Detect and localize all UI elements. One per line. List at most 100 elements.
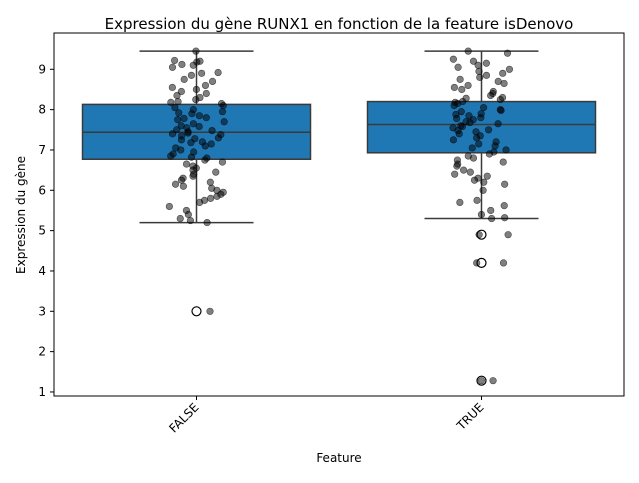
y-tick-label: 6: [38, 183, 46, 197]
y-tick-label: 2: [38, 345, 46, 359]
data-point: [168, 63, 177, 71]
data-point: [195, 122, 203, 131]
data-point: [184, 129, 192, 137]
data-point: [186, 216, 195, 225]
data-point: [470, 176, 479, 184]
data-point: [202, 89, 210, 98]
data-point: [480, 178, 488, 186]
data-point: [482, 71, 491, 79]
data-point: [202, 114, 210, 122]
data-point: [207, 194, 215, 202]
data-point: [473, 259, 481, 267]
data-point: [188, 110, 196, 118]
data-point: [196, 198, 204, 206]
data-point: [499, 259, 508, 267]
plot-frame: [53, 32, 625, 397]
data-point: [167, 152, 175, 160]
plot-area: [81, 47, 597, 386]
data-point: [477, 114, 485, 122]
data-point: [466, 118, 474, 127]
data-point: [482, 59, 490, 67]
data-point: [504, 231, 512, 239]
data-point: [464, 47, 472, 55]
data-point: [180, 114, 188, 123]
data-point: [187, 139, 195, 147]
data-point: [220, 118, 228, 126]
data-point: [473, 196, 481, 204]
data-point: [201, 156, 209, 164]
data-point: [170, 56, 179, 65]
data-point: [453, 114, 461, 123]
data-point: [450, 101, 458, 110]
strip-true: [449, 47, 514, 385]
y-tick-label: 1: [38, 385, 46, 399]
x-axis-label: Feature: [316, 451, 361, 465]
data-point: [475, 67, 483, 75]
data-point: [218, 158, 227, 166]
data-point: [460, 166, 468, 174]
data-point: [192, 85, 201, 94]
data-point: [207, 140, 215, 148]
data-point: [208, 77, 217, 85]
data-point: [213, 192, 221, 200]
data-point: [167, 98, 175, 106]
data-point: [474, 61, 482, 69]
data-point: [458, 122, 466, 131]
data-point: [480, 104, 488, 112]
data-point: [177, 87, 185, 96]
data-point: [187, 71, 196, 79]
data-point: [503, 49, 512, 57]
data-point: [499, 69, 507, 77]
data-point: [197, 69, 206, 77]
data-point: [487, 206, 495, 215]
data-point: [456, 198, 464, 206]
data-point: [180, 75, 188, 83]
data-point: [192, 95, 200, 104]
data-point: [218, 108, 227, 116]
data-point: [212, 168, 220, 176]
data-point: [176, 214, 184, 223]
y-tick-label: 9: [38, 62, 46, 76]
data-point: [171, 104, 179, 112]
data-point: [489, 377, 497, 385]
data-point: [189, 172, 197, 180]
data-point: [453, 162, 461, 170]
y-axis: 1 2 3 4 5 6 7 8 9: [38, 62, 54, 399]
data-point: [174, 97, 182, 106]
outlier-point: [191, 306, 202, 317]
data-point: [475, 140, 483, 148]
data-point: [499, 158, 507, 166]
data-point: [173, 91, 181, 100]
data-point: [502, 146, 510, 154]
data-point: [208, 127, 216, 135]
data-point: [201, 81, 210, 90]
data-point: [189, 120, 198, 128]
y-tick-label: 3: [38, 304, 46, 318]
data-point: [469, 154, 478, 162]
data-point: [479, 186, 487, 194]
data-point: [497, 106, 505, 115]
data-point: [177, 136, 186, 144]
data-point: [219, 101, 227, 110]
data-point: [468, 144, 476, 152]
data-point: [206, 178, 214, 186]
data-point: [178, 60, 186, 69]
data-point: [214, 68, 222, 77]
data-point: [165, 202, 173, 211]
data-point: [449, 55, 457, 63]
strip-false: [165, 47, 228, 315]
data-point: [494, 120, 502, 128]
data-point: [464, 81, 472, 90]
data-point: [203, 218, 211, 227]
box-true: [366, 50, 597, 386]
y-tick-label: 5: [38, 224, 46, 238]
data-point: [456, 75, 464, 83]
data-point: [475, 231, 483, 239]
data-point: [501, 214, 509, 222]
data-point: [488, 214, 496, 223]
data-point: [187, 153, 196, 161]
data-point: [466, 168, 474, 176]
data-point: [487, 91, 495, 100]
data-point: [174, 116, 182, 124]
